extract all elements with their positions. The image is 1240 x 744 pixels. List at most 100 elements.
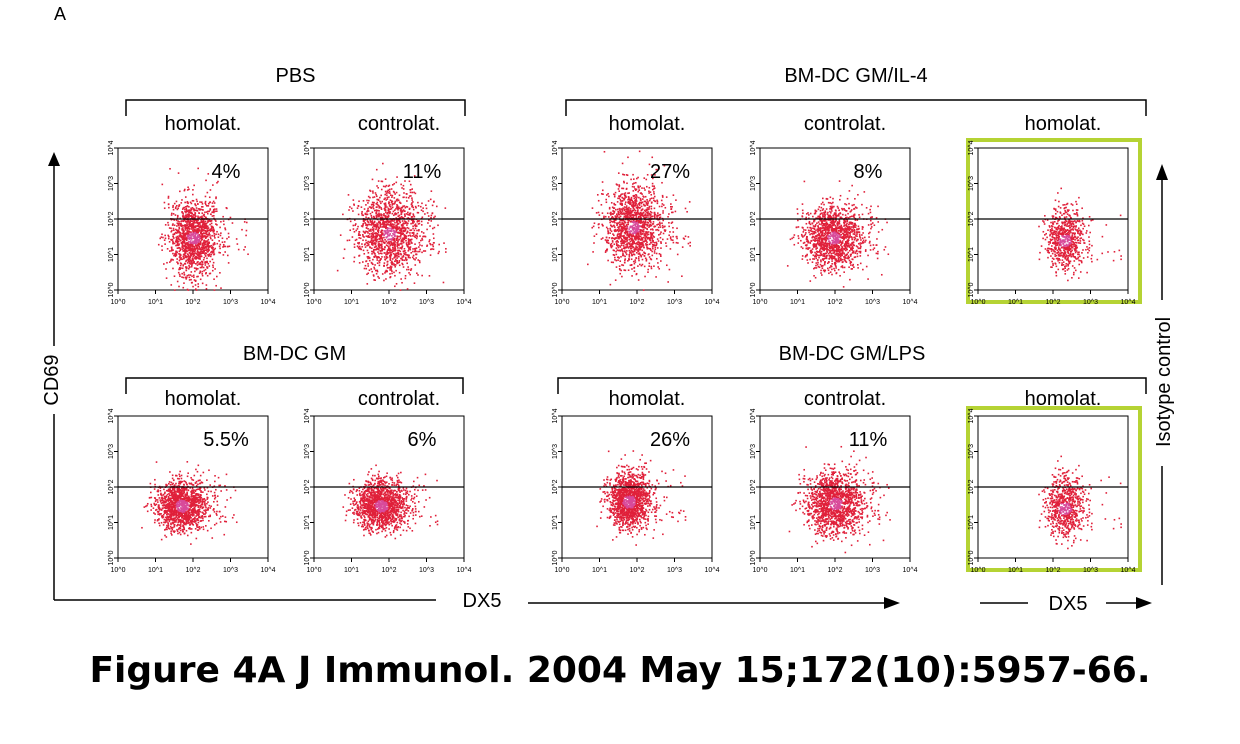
scatter-point [202,271,204,273]
scatter-point [428,200,430,202]
scatter-point [812,216,814,218]
scatter-point [625,213,627,215]
scatter-point [374,217,376,219]
scatter-point [228,236,230,238]
scatter-point [660,260,662,262]
scatter-point [655,248,657,250]
scatter-point [214,248,216,250]
group-title: PBS [275,65,315,87]
scatter-point [384,194,386,196]
scatter-point [179,260,181,262]
scatter-point [654,212,656,214]
scatter-point [385,215,387,217]
scatter-point [400,229,402,231]
scatter-point [192,249,194,251]
x-tick-label: 10^1 [592,299,607,306]
scatter-point [607,212,609,214]
scatter-point [666,264,668,266]
scatter-point [222,216,224,218]
scatter-point [371,262,373,264]
scatter-point [636,252,638,254]
scatter-point [642,233,644,235]
scatter-point [180,267,182,269]
scatter-point [196,232,198,234]
scatter-point [199,224,201,226]
scatter-point [219,246,221,248]
scatter-point [607,260,609,262]
scatter-point [211,235,213,237]
scatter-point [192,256,194,258]
scatter-point [610,214,612,216]
scatter-point [358,214,360,216]
scatter-point [390,254,392,256]
scatter-point [623,255,625,257]
scatter-point [205,247,207,249]
scatter-point [171,213,173,215]
scatter-point [626,243,628,245]
scatter-point [168,197,170,199]
scatter-point [377,262,379,264]
scatter-point [380,231,382,233]
scatter-point [673,242,675,244]
scatter-point [633,186,635,188]
scatter-point [218,240,220,242]
scatter-point [831,253,833,255]
scatter-point [640,236,642,238]
scatter-point [174,203,176,205]
scatter-point [645,227,647,229]
scatter-point [193,185,195,187]
scatter-point [168,224,170,226]
scatter-point [392,184,394,186]
scatter-point [614,243,616,245]
scatter-point [183,258,185,260]
scatter-point [831,210,833,212]
scatter-point [386,221,388,223]
scatter-point [173,229,175,231]
scatter-point [613,221,615,223]
scatter-point [179,256,181,258]
y-tick-label: 10^1 [750,247,757,262]
x-tick-label: 10^4 [705,299,720,306]
y-tick-label: 10^1 [552,247,559,262]
scatter-point [172,206,174,208]
scatter-point [638,227,640,229]
scatter-point [396,283,398,285]
scatter-point [176,258,178,260]
scatter-point [619,208,621,210]
scatter-point [210,213,212,215]
scatter-point [433,248,435,250]
scatter-point [190,215,192,217]
scatter-point [635,235,637,237]
scatter-point [647,269,649,271]
scatter-point [176,237,178,239]
scatter-point [369,269,371,271]
scatter-point [415,235,417,237]
scatter-point [354,224,356,226]
scatter-point [635,213,637,215]
scatter-point [642,226,644,228]
scatter-point [643,237,645,239]
panels: PBShomolat.10^010^010^110^110^210^210^31… [108,65,1146,574]
scatter-point [365,214,367,216]
scatter-point [182,264,184,266]
scatter-point [372,206,374,208]
scatter-point [618,184,620,186]
scatter-point [189,266,191,268]
scatter-point [192,260,194,262]
scatter-point [656,253,658,255]
scatter-point [378,249,380,251]
scatter-point [646,260,648,262]
scatter-point [624,262,626,264]
scatter-point [373,274,375,276]
scatter-point [636,233,638,235]
scatter-point [387,261,389,263]
scatter-point [408,235,410,237]
scatter-point [624,213,626,215]
scatter-point [190,274,192,276]
scatter-point [393,234,395,236]
scatter-point [354,246,356,248]
scatter-point [392,195,394,197]
scatter-point [688,236,690,238]
scatter-point [614,196,616,198]
scatter-point [648,253,650,255]
